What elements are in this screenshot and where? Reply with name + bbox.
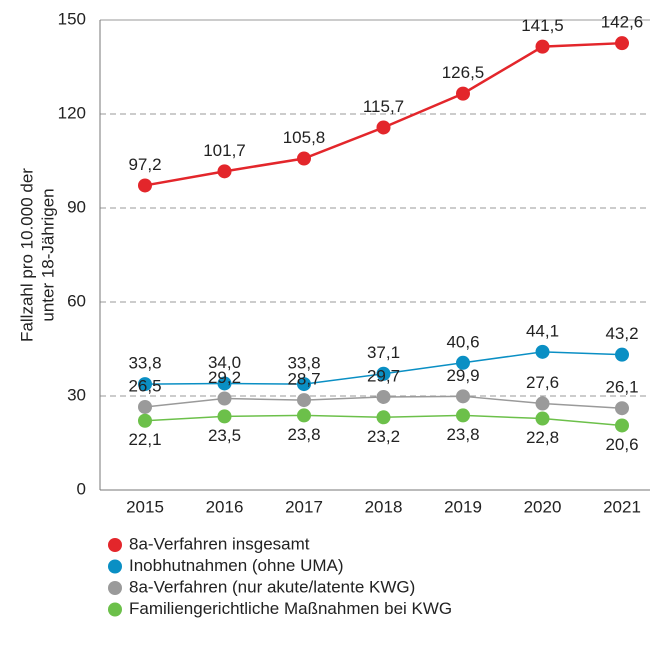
y-tick-label: 30	[67, 385, 86, 404]
data-label: 29,9	[446, 366, 479, 385]
y-tick-label: 120	[58, 103, 86, 122]
y-axis-label: unter 18-Jährigen	[38, 188, 57, 321]
data-label: 23,8	[446, 425, 479, 444]
x-tick-label: 2019	[444, 497, 482, 516]
data-point	[456, 355, 470, 370]
data-point	[615, 36, 629, 51]
data-label: 26,1	[605, 378, 638, 397]
data-point	[138, 178, 152, 193]
data-point	[535, 39, 550, 54]
y-tick-label: 90	[67, 197, 86, 216]
data-point	[535, 344, 550, 359]
data-label: 29,2	[208, 368, 241, 387]
data-label: 115,7	[363, 97, 404, 116]
data-label: 101,7	[203, 141, 246, 160]
data-label: 33,8	[287, 354, 320, 373]
x-tick-label: 2015	[126, 497, 164, 516]
legend-label: 8a-Verfahren insgesamt	[129, 534, 310, 553]
data-label: 23,2	[367, 427, 400, 446]
data-label: 34,0	[208, 353, 241, 372]
data-point	[138, 377, 152, 392]
y-tick-label: 150	[58, 9, 86, 28]
data-point	[376, 410, 391, 425]
data-label: 105,8	[283, 128, 326, 147]
data-label: 40,6	[446, 332, 479, 351]
data-point	[456, 389, 470, 404]
data-label: 23,8	[287, 425, 320, 444]
data-label: 44,1	[526, 321, 559, 340]
data-point	[217, 409, 232, 424]
x-tick-label: 2020	[524, 497, 562, 516]
data-label: 23,5	[208, 426, 241, 445]
x-tick-label: 2017	[285, 497, 323, 516]
legend-marker	[108, 538, 122, 552]
data-point	[138, 413, 152, 428]
data-label: 142,6	[601, 13, 644, 32]
data-point	[456, 86, 470, 101]
data-point	[535, 411, 550, 426]
legend-marker	[108, 581, 122, 595]
y-tick-label: 0	[77, 479, 86, 498]
data-point	[615, 418, 629, 433]
data-label: 126,5	[442, 63, 485, 82]
data-point	[376, 389, 391, 404]
data-label: 27,6	[526, 373, 559, 392]
data-label: 28,7	[287, 370, 320, 389]
legend-label: 8a-Verfahren (nur akute/latente KWG)	[129, 577, 415, 596]
x-tick-label: 2016	[206, 497, 244, 516]
data-label: 43,2	[605, 324, 638, 343]
data-point	[297, 408, 311, 423]
data-point	[217, 391, 232, 406]
data-point	[138, 399, 152, 414]
data-point	[615, 347, 629, 362]
data-label: 97,2	[128, 155, 161, 174]
data-label: 141,5	[521, 16, 564, 35]
data-label: 20,6	[605, 435, 638, 454]
data-label: 33,8	[128, 354, 161, 373]
y-axis-label: Fallzahl pro 10.000 der	[17, 168, 36, 342]
data-label: 29,7	[367, 366, 400, 385]
data-point	[376, 366, 391, 381]
data-point	[217, 376, 232, 391]
y-tick-label: 60	[67, 291, 86, 310]
data-point	[615, 401, 629, 416]
x-tick-label: 2021	[603, 497, 641, 516]
data-point	[217, 164, 232, 179]
data-point	[376, 120, 391, 135]
data-label: 22,8	[526, 428, 559, 447]
data-label: 22,1	[128, 430, 161, 449]
data-point	[297, 393, 311, 408]
x-tick-label: 2018	[365, 497, 403, 516]
data-point	[297, 377, 311, 392]
legend-label: Inobhutnahmen (ohne UMA)	[129, 556, 344, 575]
data-label: 26,5	[128, 376, 161, 395]
data-point	[535, 396, 550, 411]
legend-marker	[108, 602, 122, 617]
legend-label: Familiengerichtliche Maßnahmen bei KWG	[129, 599, 452, 618]
legend-marker	[108, 559, 122, 574]
data-label: 37,1	[367, 343, 400, 362]
data-point	[456, 408, 470, 423]
data-point	[297, 151, 311, 166]
